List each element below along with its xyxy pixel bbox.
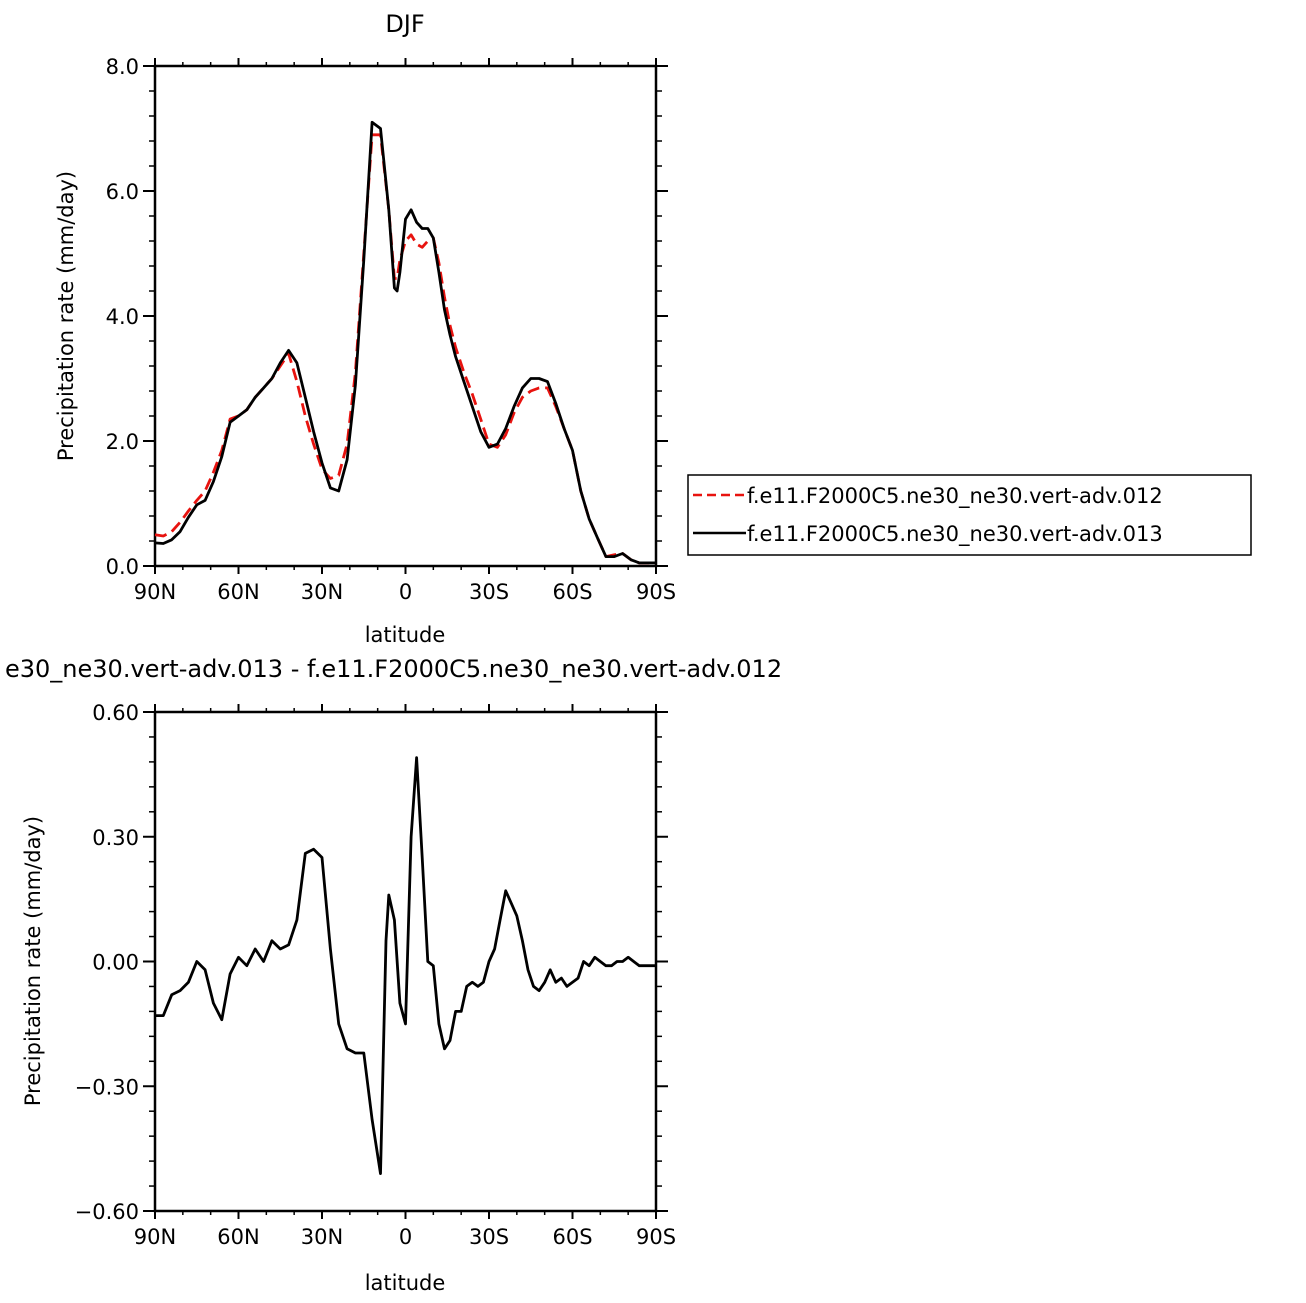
top-x-tick-label: 30N <box>301 580 343 604</box>
top-y-tick-label: 2.0 <box>106 430 139 454</box>
bottom-x-tick-label: 30S <box>469 1225 509 1249</box>
legend-label-013: f.e11.F2000C5.ne30_ne30.vert-adv.013 <box>747 522 1163 547</box>
bottom-x-axis-label: latitude <box>365 1271 446 1295</box>
top-plot-area: 90N 60N 30N 0 30S 60S 90S 0.0 2.0 4.0 6.0 8.0 <box>106 55 676 604</box>
bottom-x-tick-label: 90S <box>636 1225 676 1249</box>
top-x-tick-label: 90S <box>636 580 676 604</box>
bottom-x-tick-label: 60S <box>552 1225 592 1249</box>
top-chart-title: DJF <box>385 10 424 38</box>
bottom-y-tick-label: 0.00 <box>92 951 139 975</box>
bottom-y-tick-label: −0.30 <box>75 1075 139 1099</box>
bottom-series-line-0 <box>155 756 656 1175</box>
bottom-y-axis-label: Precipitation rate (mm/day) <box>21 816 45 1106</box>
legend-box <box>687 474 1252 556</box>
top-series-line-0 <box>154 133 656 565</box>
bottom-x-tick-label: 0 <box>399 1225 412 1249</box>
top-x-tick-label: 0 <box>399 580 412 604</box>
top-y-tick-label: 0.0 <box>106 555 139 579</box>
top-series-line-1 <box>154 120 656 565</box>
bottom-y-tick-label: −0.60 <box>75 1200 139 1224</box>
top-x-tick-label: 90N <box>134 580 176 604</box>
bottom-plot-area: 90N 60N 30N 0 30S 60S 90S −0.60 −0.30 0.00 0.30 0.6… <box>75 701 676 1249</box>
top-x-tick-label: 60N <box>217 580 259 604</box>
top-x-axis-label: latitude <box>365 623 446 647</box>
bottom-chart-title: e30_ne30.vert-adv.013 - f.e11.F2000C5.ne… <box>5 655 782 683</box>
top-y-tick-label: 6.0 <box>106 180 139 204</box>
top-y-tick-label: 8.0 <box>106 55 139 79</box>
bottom-y-tick-label: 0.60 <box>92 701 139 725</box>
top-x-tick-label: 60S <box>552 580 592 604</box>
top-y-axis-label: Precipitation rate (mm/day) <box>54 171 78 461</box>
bottom-x-tick-label: 90N <box>134 1225 176 1249</box>
top-y-tick-label: 4.0 <box>106 305 139 329</box>
bottom-x-tick-label: 60N <box>217 1225 259 1249</box>
top-x-tick-label: 30S <box>469 580 509 604</box>
legend-label-012: f.e11.F2000C5.ne30_ne30.vert-adv.012 <box>747 484 1163 509</box>
bottom-frame <box>153 710 658 1213</box>
bottom-x-tick-label: 30N <box>301 1225 343 1249</box>
bottom-y-tick-label: 0.30 <box>92 826 139 850</box>
